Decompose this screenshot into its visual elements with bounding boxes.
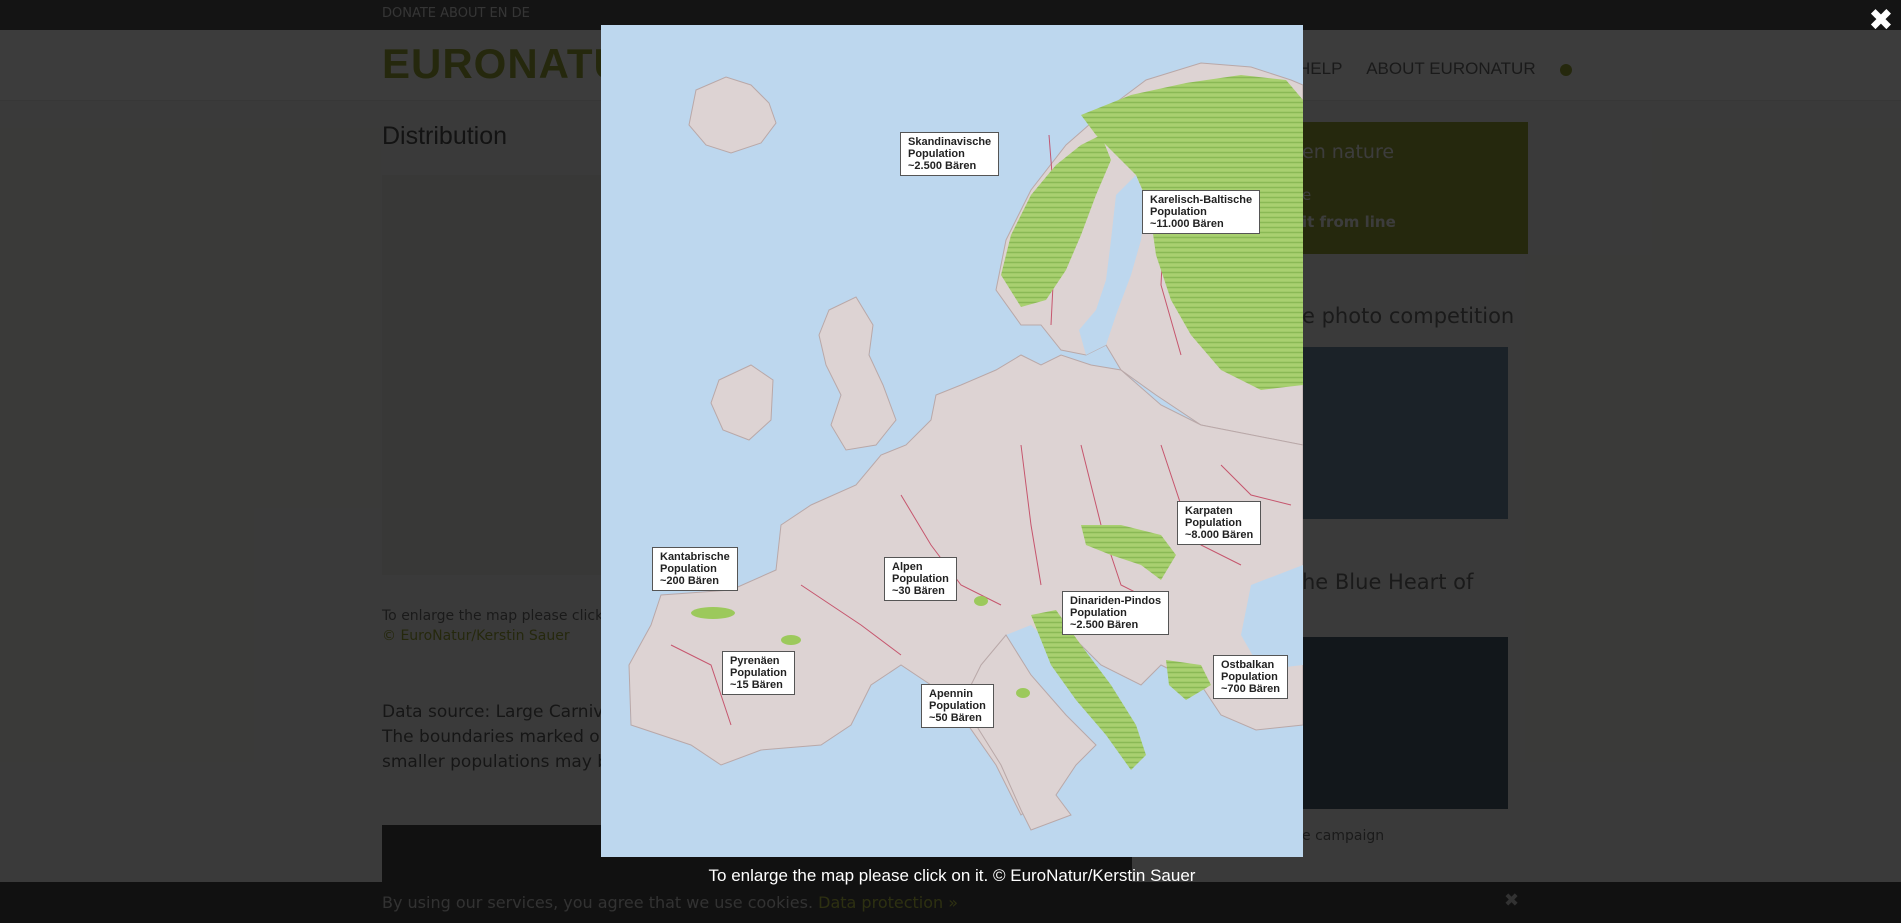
map-label-karelisch-baltische: Karelisch-Baltische Population ~11.000 B… (1142, 190, 1261, 234)
sea-baltic (1079, 175, 1146, 355)
bear-range-carpathians (1081, 525, 1176, 580)
bear-range-dinarides (1031, 610, 1146, 770)
bear-range-pyrenees (781, 635, 801, 645)
bear-range-apennines (1016, 688, 1030, 698)
map-label-kantabrische: Kantabrische Population ~200 Bären (652, 547, 738, 591)
land-great-britain (818, 296, 897, 451)
bear-distribution-map[interactable]: Skandinavische Population ~2.500 Bären K… (601, 25, 1303, 857)
bear-range-scandinavia (1001, 135, 1111, 307)
bear-range-alps (974, 596, 988, 606)
europe-map-svg (601, 25, 1303, 857)
map-label-karpaten: Karpaten Population ~8.000 Bären (1177, 501, 1262, 545)
bear-range-cantabria (691, 607, 735, 619)
land-italy (960, 634, 1097, 831)
sea-black (1241, 565, 1303, 670)
map-label-ostbalkan: Ostbalkan Population ~700 Bären (1213, 655, 1289, 699)
map-label-skandinavische: Skandinavische Population ~2.500 Bären (900, 132, 1000, 176)
map-label-dinariden-pindos: Dinariden-Pindos Population ~2.500 Bären (1062, 591, 1170, 635)
map-label-alpen: Alpen Population ~30 Bären (884, 557, 957, 601)
land-iceland (688, 76, 777, 154)
bear-range-eastbalkan (1166, 660, 1211, 700)
land-ireland (710, 364, 774, 441)
map-label-apennin: Apennin Population ~50 Bären (921, 684, 994, 728)
lightbox-caption: To enlarge the map please click on it. ©… (708, 866, 1196, 885)
map-label-pyrenaeen: Pyrenäen Population ~15 Bären (722, 651, 795, 695)
lightbox-close-icon[interactable]: ✖ (1868, 3, 1894, 38)
